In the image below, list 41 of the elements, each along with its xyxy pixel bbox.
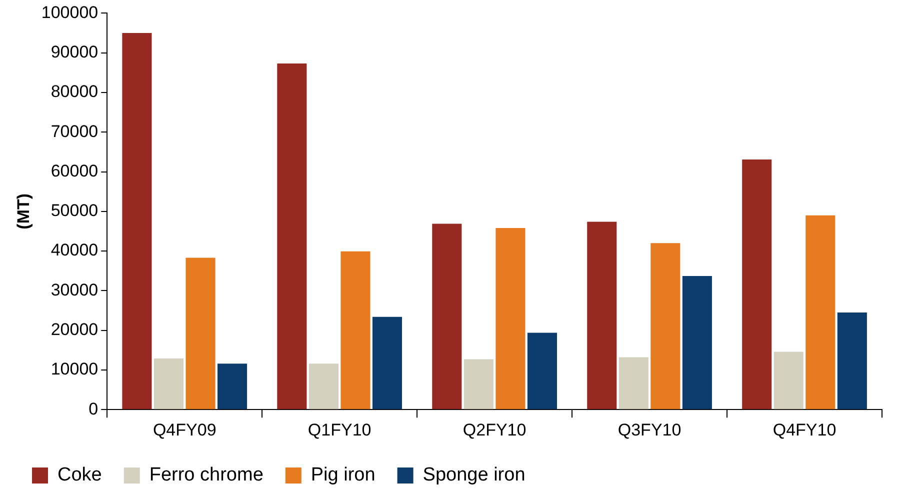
y-tick-label: 80000	[50, 82, 98, 102]
y-tick-label: 30000	[50, 280, 98, 300]
legend-label: Pig iron	[310, 464, 376, 486]
x-tick-label: Q3FY10	[618, 420, 682, 440]
bar	[837, 312, 867, 410]
bar	[154, 358, 184, 410]
bar	[186, 258, 216, 410]
y-tick-label: 90000	[50, 42, 98, 62]
legend-label: Coke	[58, 464, 102, 486]
legend-label: Sponge iron	[422, 464, 526, 486]
bar	[742, 159, 772, 410]
bar	[774, 352, 804, 410]
bar	[122, 33, 152, 410]
bar	[618, 357, 648, 410]
bar	[277, 64, 307, 410]
y-tick-label: 50000	[50, 201, 98, 220]
bar	[217, 364, 248, 410]
y-tick-label: 20000	[50, 320, 98, 340]
x-tick-label: Q1FY10	[308, 420, 372, 440]
bar	[464, 359, 494, 410]
bar	[682, 276, 712, 410]
y-axis-title: (MT)	[14, 193, 33, 230]
y-tick-label: 100000	[41, 2, 98, 22]
bar	[496, 228, 526, 410]
y-tick-label: 60000	[50, 161, 98, 180]
bar	[432, 224, 462, 410]
bar	[308, 364, 338, 410]
x-tick-label: Q2FY10	[462, 420, 526, 440]
bar	[527, 332, 557, 410]
legend-label: Ferro chrome	[149, 464, 264, 486]
x-tick-label: Q4FY10	[772, 420, 836, 440]
y-tick-label: 10000	[50, 360, 98, 379]
y-tick-label: 70000	[50, 122, 98, 141]
y-tick-label: 0	[88, 399, 98, 418]
y-tick-label: 40000	[50, 240, 98, 260]
x-tick-label: Q4FY09	[152, 420, 216, 440]
bar	[372, 316, 402, 410]
bar	[650, 243, 680, 410]
bar	[806, 215, 836, 410]
bar	[587, 222, 617, 410]
bar	[340, 251, 370, 410]
